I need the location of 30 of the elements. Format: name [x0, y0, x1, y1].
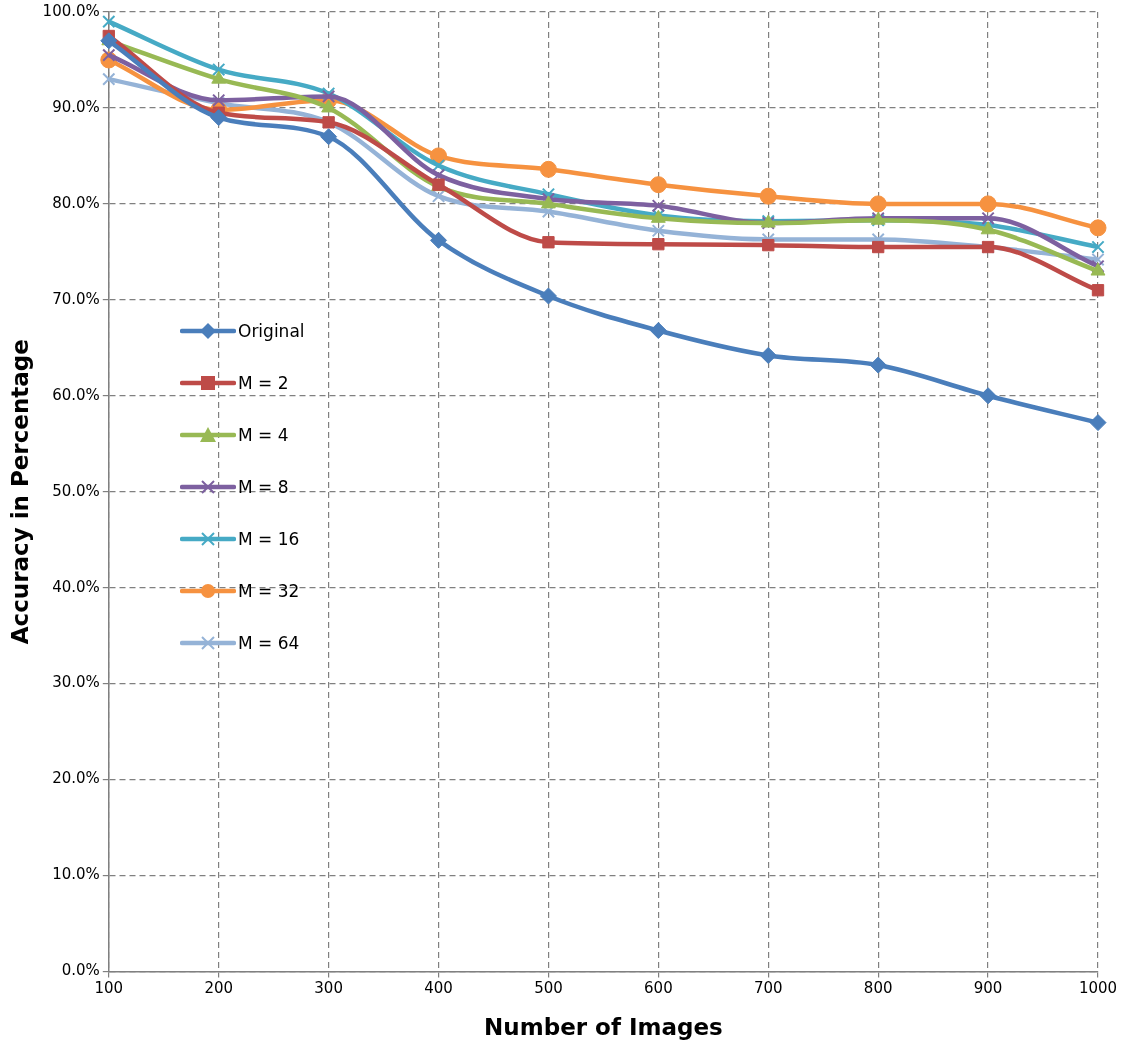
legend-label: M = 64	[238, 633, 300, 653]
legend-label: M = 4	[238, 425, 289, 445]
x-tick-label: 800	[863, 979, 893, 998]
y-tick-label: 50.0%	[52, 481, 100, 500]
y-tick-label: 80.0%	[52, 193, 100, 212]
legend-label: M = 32	[238, 581, 300, 601]
y-tick-label: 100.0%	[42, 1, 100, 20]
x-tick-label: 500	[534, 979, 563, 998]
y-axis-title: Accuracy in Percentage	[6, 339, 33, 645]
y-tick-label: 0.0%	[61, 961, 100, 980]
y-tick-label: 20.0%	[52, 769, 100, 788]
x-tick-label: 100	[94, 979, 124, 998]
y-tick-label: 40.0%	[52, 577, 100, 596]
y-tick-label: 70.0%	[52, 289, 100, 308]
y-tick-label: 30.0%	[52, 673, 100, 692]
y-tick-label: 90.0%	[52, 97, 100, 116]
x-tick-label: 400	[424, 979, 453, 998]
legend-label: M = 8	[238, 477, 289, 497]
legend-label: Original	[238, 321, 305, 341]
x-tick-label: 600	[644, 979, 673, 998]
x-tick-label: 700	[753, 979, 783, 998]
legend-label: M = 2	[238, 373, 289, 393]
x-tick-label: 1000	[1078, 979, 1118, 998]
x-tick-label: 900	[973, 979, 1003, 998]
x-tick-label: 200	[204, 979, 234, 998]
y-tick-label: 60.0%	[52, 385, 100, 404]
y-tick-label: 10.0%	[52, 865, 100, 884]
legend-label: M = 16	[238, 529, 300, 549]
x-axis-title: Number of Images	[484, 1014, 723, 1041]
x-tick-label: 300	[314, 979, 343, 998]
